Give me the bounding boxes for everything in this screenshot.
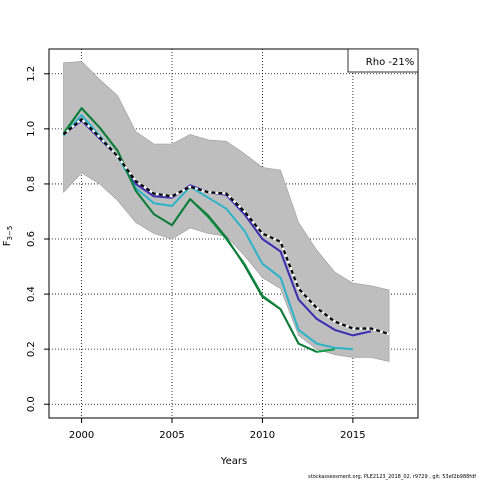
y-tick-label: 0.6 [26, 231, 37, 247]
y-tick-label: 0.2 [26, 341, 37, 357]
x-tick-label: 2015 [340, 430, 365, 441]
y-tick-label: 0.0 [26, 396, 37, 412]
y-tick-label: 0.8 [26, 176, 37, 192]
legend: Rho -21% [347, 48, 419, 73]
x-axis-title: Years [220, 456, 247, 467]
confidence-band [63, 61, 390, 362]
y-axis: 0.0 0.2 0.4 0.6 0.8 1.0 1.2 [26, 66, 49, 412]
x-tick-label: 2010 [250, 430, 275, 441]
series-line-4 [62, 107, 318, 353]
y-tick-label: 1.2 [26, 66, 37, 82]
svg-text:F3−5: F3−5 [2, 226, 14, 247]
footnote: stockassessment.org, PLE2123_2018_02, r9… [308, 474, 476, 480]
y-axis-title: F3−5 [2, 226, 14, 247]
y-tick-label: 0.4 [26, 286, 37, 302]
x-axis: 2000 2005 2010 2015 [69, 418, 366, 441]
plot-frame [48, 48, 419, 419]
y-axis-title-main: F [2, 240, 13, 246]
y-axis-title-sub: 3−5 [6, 226, 14, 241]
series-lines [62, 107, 390, 353]
confidence-band-area [63, 61, 390, 362]
y-tick-label: 1.0 [26, 121, 37, 137]
x-tick-label: 2005 [159, 430, 184, 441]
x-tick-label: 2000 [69, 430, 94, 441]
legend-label: Rho -21% [366, 57, 414, 68]
series-line-0 [62, 117, 390, 336]
legend-box [347, 48, 419, 73]
